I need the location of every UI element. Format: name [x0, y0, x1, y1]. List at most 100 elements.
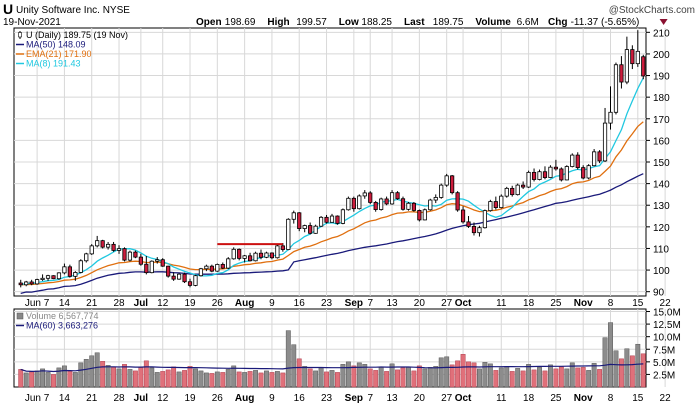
volume-bar — [67, 371, 73, 388]
ohlc-stats: Open 198.69 High 199.57 Low 188.25 Last 189.75 V… — [196, 17, 668, 28]
candle-up — [193, 275, 198, 286]
candle-up — [608, 111, 613, 124]
volume-bar — [40, 368, 46, 388]
price-tick-label: 110 — [653, 244, 669, 255]
candle-up — [439, 184, 444, 198]
volume-bar — [504, 366, 510, 388]
candle-down — [384, 198, 389, 205]
volume-bar — [575, 367, 581, 388]
volume-bar — [438, 357, 444, 388]
x-axis-labels-price: Jun 7 14 21 28 Jul 12 19 26 Aug 9 16 23 Sep 7 13 20 27 Oc… — [25, 298, 671, 309]
volume-tick-label: 2.5M — [653, 370, 675, 381]
volume-bar — [220, 372, 226, 388]
volume-tick-label: 12.5M — [653, 320, 681, 331]
candle-down — [18, 282, 23, 286]
candle-up — [488, 201, 493, 212]
x-label-volume: Oct — [455, 393, 472, 404]
chart-date: 19-Nov-2021 — [3, 17, 61, 28]
volume-bar — [635, 343, 641, 388]
volume-bar — [51, 374, 56, 388]
candle-down — [100, 240, 105, 248]
candle-up — [389, 192, 395, 205]
candle-down — [510, 187, 515, 196]
candle-up — [35, 279, 40, 285]
volume-bar — [176, 371, 182, 388]
candle-down — [324, 216, 329, 223]
volume-bar — [280, 372, 286, 388]
volume-bar — [520, 370, 526, 388]
candle-down — [297, 212, 302, 229]
volume-ma60-line — [20, 363, 644, 373]
volume-bar — [629, 355, 635, 388]
volume-bar — [460, 354, 466, 388]
candle-up — [329, 215, 335, 223]
candle-down — [166, 265, 171, 277]
stat-label: Open — [196, 17, 222, 28]
volume-bar — [356, 362, 362, 388]
volume-tick-label: 7.5M — [653, 345, 675, 356]
x-label-volume: 21 — [86, 393, 98, 404]
x-label-price: 12 — [157, 298, 169, 309]
candle-up — [357, 195, 362, 210]
volume-bar — [296, 358, 302, 388]
legend-entry: EMA(21) 171.90 — [26, 49, 92, 59]
candle-up — [24, 281, 29, 286]
x-label-volume: 16 — [294, 393, 306, 404]
candle-up — [84, 253, 89, 262]
candle-down — [308, 225, 313, 234]
stat-value: 189.75 — [433, 17, 464, 28]
candle-up — [226, 258, 231, 269]
volume-bar — [247, 371, 253, 388]
candle-up — [499, 195, 504, 209]
candle-up — [127, 251, 133, 261]
volume-bar — [182, 370, 187, 388]
candle-down — [455, 192, 460, 211]
volume-bar — [132, 370, 138, 388]
volume-bar — [307, 368, 313, 388]
volume-bar — [29, 371, 35, 388]
price-tick-label: 210 — [653, 28, 670, 39]
volume-bar — [509, 371, 515, 388]
volume-bars — [18, 322, 646, 388]
volume-bar — [143, 360, 149, 388]
x-label-price: 11 — [496, 298, 507, 309]
candle-up — [89, 245, 94, 255]
candle-down — [220, 264, 225, 269]
volume-bar — [526, 364, 532, 388]
price-tick-label: 140 — [653, 180, 670, 191]
volume-bar — [351, 365, 357, 388]
x-label-price: 8 — [608, 298, 614, 309]
candle-up — [428, 199, 433, 211]
volume-bar — [367, 368, 373, 388]
x-label-volume: 26 — [212, 393, 224, 404]
volume-bar — [602, 337, 608, 388]
volume-tick-label: 5.0M — [653, 358, 675, 369]
company-name-text: Unity Software Inc. — [16, 5, 100, 16]
volume-grid — [14, 309, 666, 387]
x-label-price: Oct — [455, 298, 472, 309]
candle-down — [368, 192, 373, 203]
candle-down — [581, 167, 586, 179]
volume-bar — [253, 370, 258, 388]
stat-label: High — [267, 17, 289, 28]
x-label-price: Jun 7 — [25, 298, 50, 309]
candle-down — [395, 192, 400, 200]
candle-down — [29, 281, 34, 285]
x-label-price: Jul — [134, 298, 149, 309]
candle-down — [630, 49, 635, 65]
volume-bar — [100, 361, 106, 388]
price-tick-label: 100 — [653, 266, 670, 277]
x-label-volume: 12 — [157, 393, 169, 404]
candle-up — [548, 166, 553, 178]
volume-bar — [591, 363, 597, 388]
candle-up — [78, 260, 83, 273]
volume-bar — [466, 361, 471, 388]
stat-value: 6.6M — [517, 17, 539, 28]
candle-up — [482, 210, 487, 229]
candle-down — [187, 281, 193, 286]
x-label-price: Nov — [574, 298, 593, 309]
volume-bar — [242, 372, 248, 388]
volume-bar — [165, 369, 171, 388]
x-label-volume: 9 — [269, 393, 275, 404]
volume-bar — [569, 362, 575, 388]
